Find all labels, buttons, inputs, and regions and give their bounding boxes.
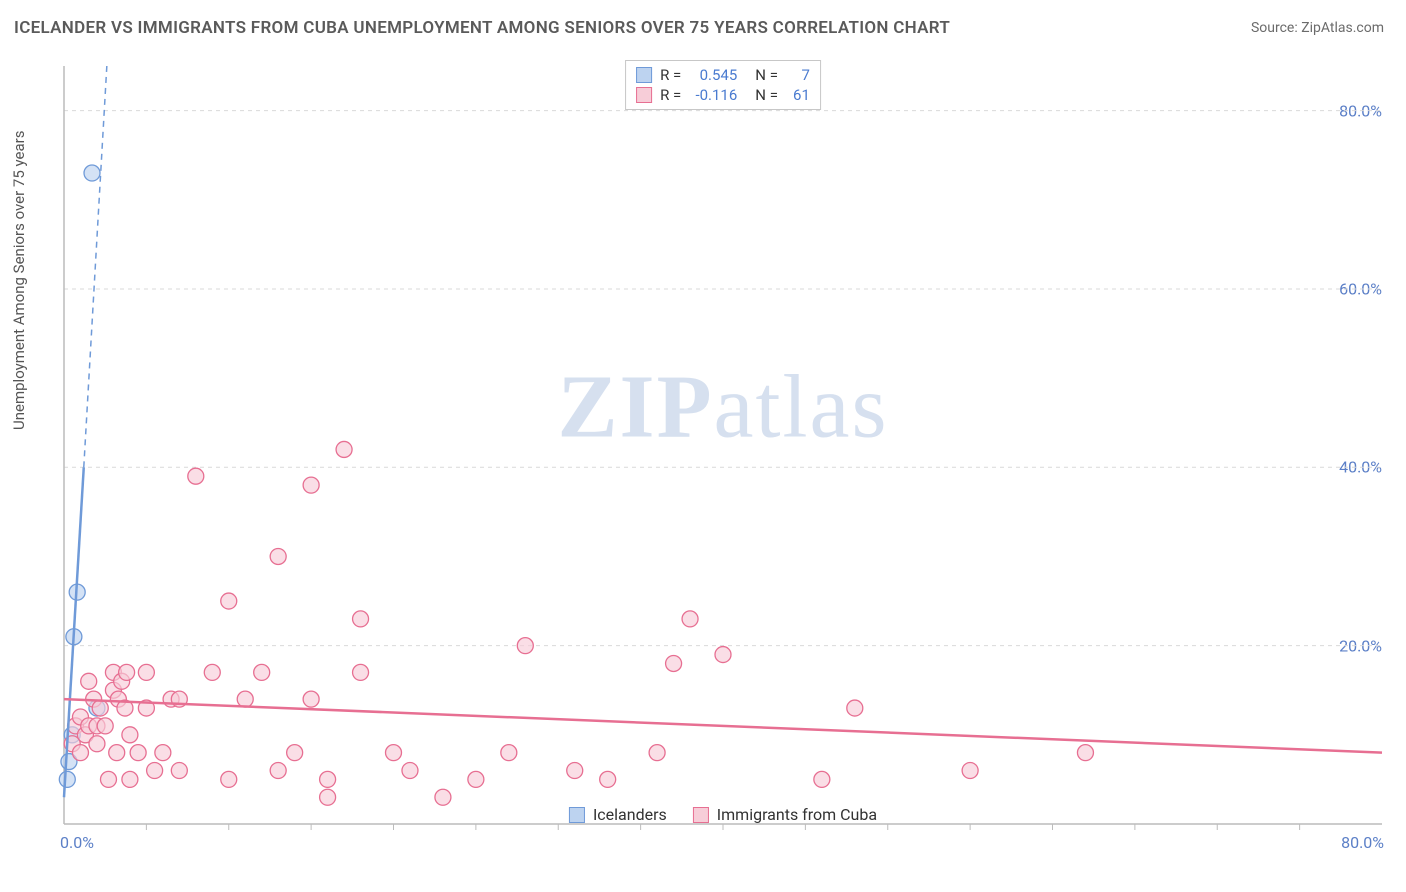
legend-swatch xyxy=(636,67,652,83)
legend-r-value: -0.116 xyxy=(689,86,737,104)
legend-n-value: 61 xyxy=(786,86,810,104)
legend-n-label: N = xyxy=(755,66,778,84)
legend-n-value: 7 xyxy=(786,66,810,84)
chart-area: ZIPatlas R =0.545N =7R =-0.116N =61 20.0… xyxy=(58,60,1388,830)
legend-correlation-row: R = 0.545 N = 7 xyxy=(636,65,810,85)
source-attribution: Source: ZipAtlas.com xyxy=(1251,20,1384,36)
legend-correlation-row: R = -0.116 N = 61 xyxy=(636,85,810,105)
legend-series-label: Immigrants from Cuba xyxy=(717,805,877,824)
legend-swatch xyxy=(569,807,585,823)
scatter-plot-svg xyxy=(58,60,1388,830)
x-axis-tick-min: 0.0% xyxy=(60,833,94,852)
chart-title: ICELANDER VS IMMIGRANTS FROM CUBA UNEMPL… xyxy=(14,18,950,38)
legend-swatch xyxy=(693,807,709,823)
legend-n-label: N = xyxy=(755,86,778,104)
legend-series-item: Icelanders xyxy=(569,805,667,824)
legend-series: Icelanders Immigrants from Cuba xyxy=(569,805,877,824)
x-axis-tick-max: 80.0% xyxy=(1341,833,1384,852)
legend-series-item: Immigrants from Cuba xyxy=(693,805,877,824)
legend-swatch xyxy=(636,87,652,103)
legend-r-label: R = xyxy=(660,66,681,84)
legend-correlation: R = 0.545 N = 7 R = -0.116 N = 61 xyxy=(625,60,821,110)
legend-r-value: 0.545 xyxy=(689,66,737,84)
y-axis-label: Unemployment Among Seniors over 75 years xyxy=(10,131,28,430)
legend-r-label: R = xyxy=(660,86,681,104)
legend-series-label: Icelanders xyxy=(593,805,667,824)
